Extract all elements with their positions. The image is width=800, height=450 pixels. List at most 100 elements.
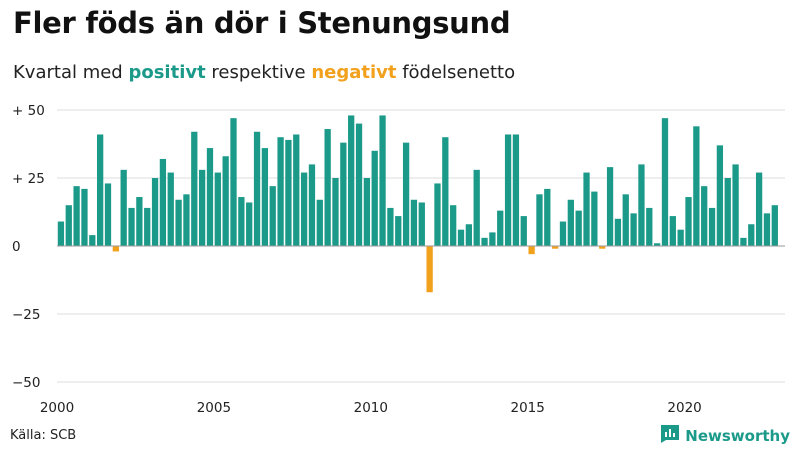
- x-tick-label: 2015: [511, 400, 545, 416]
- bar: [559, 221, 567, 246]
- source-note: Källa: SCB: [10, 428, 77, 443]
- bar: [708, 207, 716, 246]
- y-tick-label: + 25: [12, 171, 45, 187]
- bar: [57, 221, 65, 246]
- bar: [261, 148, 269, 246]
- bar: [73, 186, 80, 246]
- subtitle-text-3: födelsenetto: [396, 62, 516, 83]
- chart-title: Fler föds än dör i Stenungsund: [13, 6, 511, 40]
- bar: [120, 169, 127, 246]
- bar: [395, 216, 402, 246]
- bar: [285, 139, 292, 246]
- bar: [418, 202, 425, 246]
- bar: [222, 156, 229, 246]
- bar: [638, 164, 645, 246]
- bar: [230, 118, 237, 246]
- subtitle-text-2: respektive: [205, 62, 312, 83]
- bar: [497, 210, 504, 246]
- bar: [481, 237, 488, 246]
- bar: [316, 199, 323, 246]
- x-tick-label: 2005: [197, 400, 231, 416]
- bar: [293, 134, 300, 246]
- bar: [387, 207, 394, 246]
- bar: [206, 148, 214, 246]
- bar: [716, 145, 724, 246]
- bar: [426, 246, 433, 293]
- bar: [308, 164, 316, 246]
- bar: [763, 213, 771, 246]
- bar: [622, 194, 629, 246]
- bar: [520, 216, 527, 246]
- newsworthy-logo-icon: [660, 424, 680, 448]
- brand-name: Newsworthy: [685, 427, 790, 445]
- bar: [269, 186, 276, 246]
- bar: [669, 216, 676, 246]
- bar: [238, 197, 245, 246]
- bar: [277, 137, 284, 246]
- bar: [630, 213, 637, 246]
- bar: [151, 178, 159, 246]
- y-tick-label: −50: [12, 375, 41, 391]
- bar: [144, 207, 151, 246]
- bar: [89, 235, 96, 246]
- subtitle-negative: negativt: [311, 62, 397, 83]
- bar: [198, 169, 206, 246]
- bar: [65, 205, 72, 246]
- bar: [504, 134, 512, 246]
- bar: [355, 123, 363, 246]
- bar: [755, 172, 763, 246]
- bar: [771, 205, 778, 246]
- bar: [191, 131, 198, 246]
- bar: [159, 158, 167, 246]
- bar: [371, 150, 378, 246]
- bar: [489, 232, 496, 246]
- x-tick-label: 2010: [354, 400, 388, 416]
- bar: [544, 188, 551, 246]
- x-tick-label: 2000: [40, 400, 74, 416]
- bar: [434, 183, 441, 246]
- bar: [732, 164, 739, 246]
- bar: [363, 178, 371, 246]
- bar: [81, 188, 88, 246]
- bar: [528, 246, 535, 255]
- bar: [575, 210, 582, 246]
- bar: [104, 183, 112, 246]
- bar: [136, 197, 143, 246]
- bar: [740, 237, 747, 246]
- bar: [583, 172, 590, 246]
- brand-logo: Newsworthy: [660, 424, 790, 448]
- bar: [410, 199, 418, 246]
- bar: [457, 229, 465, 246]
- bar: [653, 243, 661, 246]
- bar: [748, 224, 755, 246]
- x-tick-label: 2020: [667, 400, 701, 416]
- bar: [552, 246, 559, 249]
- bar: [128, 207, 135, 246]
- bar: [112, 246, 119, 252]
- bar: [599, 246, 606, 249]
- bar: [300, 172, 308, 246]
- bar: [465, 224, 472, 246]
- bar: [724, 178, 731, 246]
- bar: [512, 134, 520, 246]
- bar: [214, 172, 221, 246]
- bar: [473, 169, 480, 246]
- bar: [450, 205, 457, 246]
- bar: [685, 197, 692, 246]
- bar: [253, 131, 261, 246]
- bar: [606, 167, 614, 246]
- bar: [167, 172, 174, 246]
- chart-subtitle: Kvartal med positivt respektive negativt…: [13, 62, 515, 83]
- bar: [701, 186, 708, 246]
- bar: [614, 218, 622, 246]
- bar: [246, 202, 253, 246]
- bar: [442, 137, 449, 246]
- bar: [340, 142, 347, 246]
- subtitle-positive: positivt: [128, 62, 206, 83]
- bar: [661, 118, 669, 246]
- bar: [402, 142, 410, 246]
- y-tick-label: −25: [12, 307, 41, 323]
- bar: [646, 207, 653, 246]
- bar: [332, 178, 339, 246]
- bar: [324, 129, 331, 246]
